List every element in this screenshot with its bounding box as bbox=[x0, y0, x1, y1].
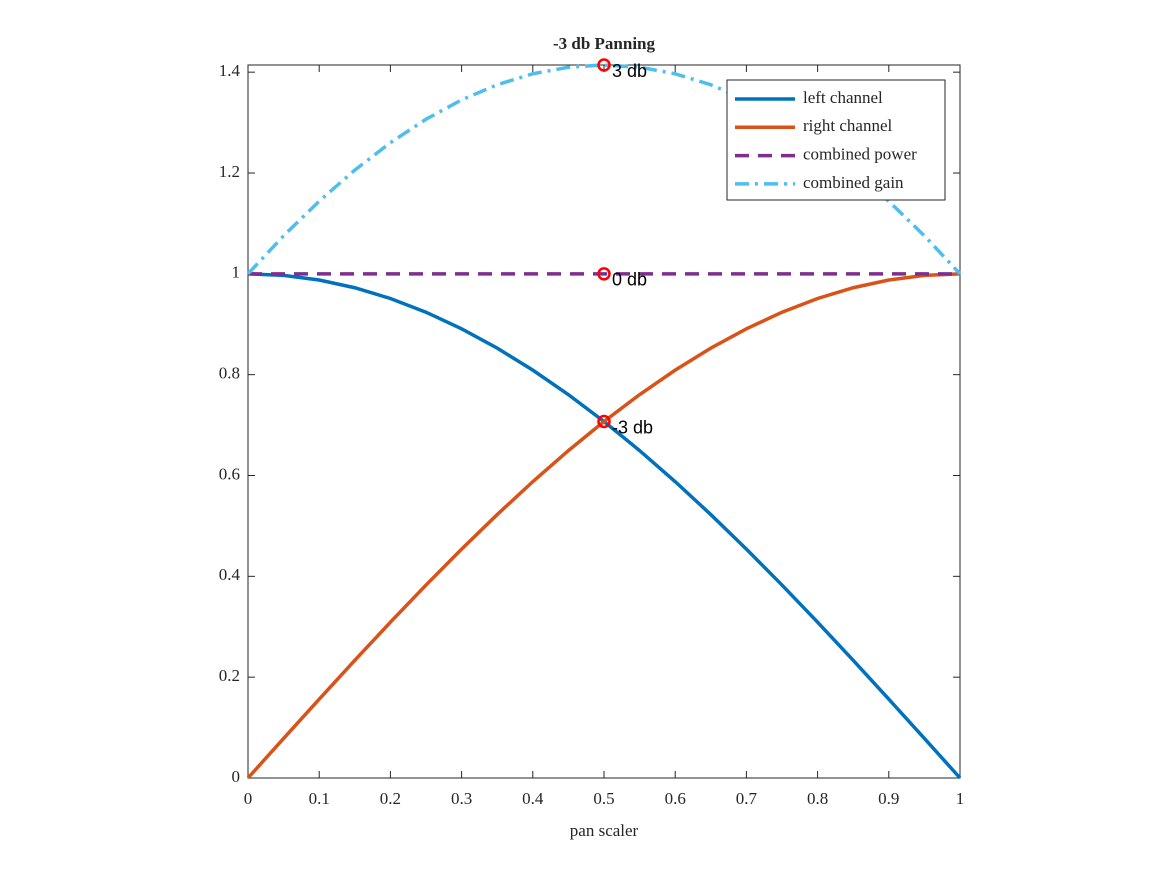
x-tick-label: 0.3 bbox=[451, 789, 472, 808]
legend: left channel right channel combined power c… bbox=[726, 79, 946, 201]
x-tick-label: 0.2 bbox=[380, 789, 401, 808]
legend-label: combined gain bbox=[803, 173, 904, 192]
y-tick-label: 0.4 bbox=[219, 565, 241, 584]
x-tick-label: 0.1 bbox=[309, 789, 330, 808]
x-tick-label: 1 bbox=[956, 789, 965, 808]
legend-label: left channel bbox=[803, 88, 883, 107]
y-tick-label: 1.4 bbox=[219, 61, 241, 80]
chart-title: -3 db Panning bbox=[553, 34, 656, 53]
annotation: -3 db bbox=[612, 417, 653, 437]
x-tick-label: 0.4 bbox=[522, 789, 544, 808]
x-tick-label: 0.6 bbox=[665, 789, 686, 808]
legend-label: right channel bbox=[803, 116, 892, 135]
y-tick-label: 1.2 bbox=[219, 162, 240, 181]
marker bbox=[597, 267, 611, 281]
x-tick-label: 0 bbox=[244, 789, 253, 808]
y-tick-label: 0 bbox=[232, 767, 241, 786]
annotation: 0 db bbox=[612, 270, 647, 290]
marker bbox=[597, 58, 611, 72]
x-tick-label: 0.5 bbox=[593, 789, 614, 808]
x-tick-label: 0.9 bbox=[878, 789, 899, 808]
y-tick-label: 0.6 bbox=[219, 464, 240, 483]
x-tick-label: 0.7 bbox=[736, 789, 758, 808]
x-axis-label: pan scaler bbox=[570, 821, 639, 840]
y-tick-label: 1 bbox=[232, 263, 241, 282]
marker bbox=[597, 414, 611, 429]
y-tick-label: 0.8 bbox=[219, 364, 240, 383]
annotation: 3 db bbox=[612, 61, 647, 81]
series-line bbox=[246, 272, 961, 780]
legend-label: combined power bbox=[803, 145, 917, 164]
y-tick-label: 0.2 bbox=[219, 666, 240, 685]
x-tick-label: 0.8 bbox=[807, 789, 828, 808]
